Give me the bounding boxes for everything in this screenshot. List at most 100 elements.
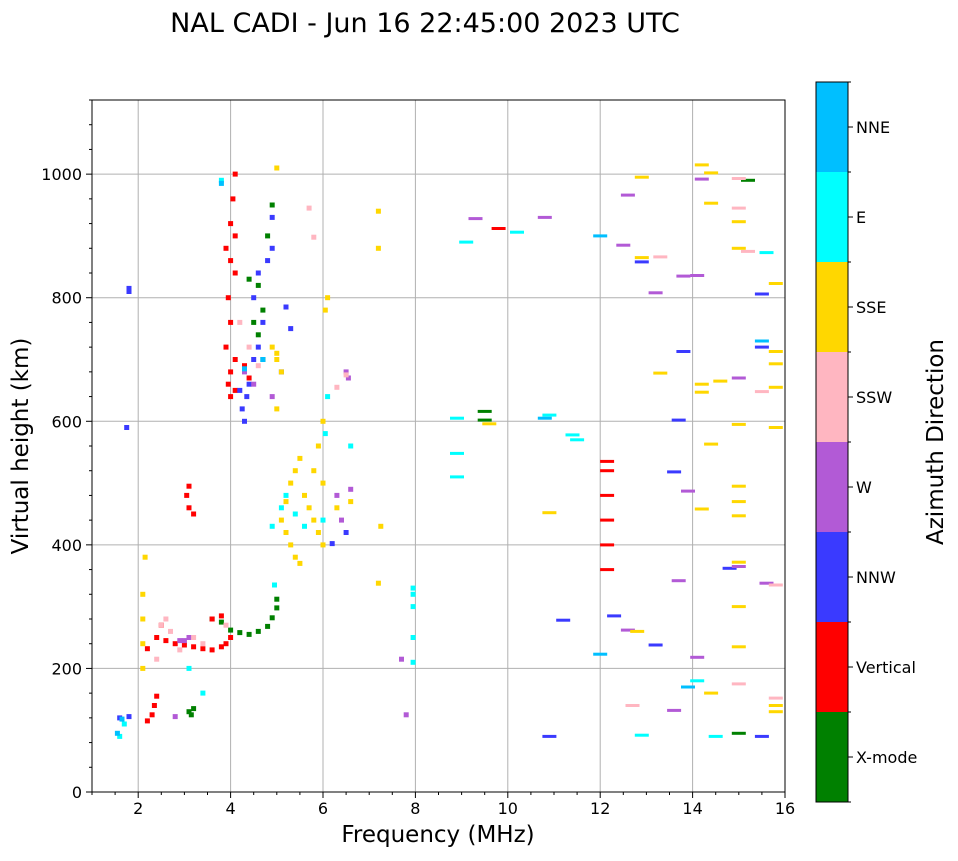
data-point: [246, 276, 252, 282]
data-point: [255, 270, 261, 276]
data-point: [200, 646, 206, 652]
data-point: [288, 542, 294, 548]
data-point: [315, 443, 321, 449]
x-tick-label: 8: [410, 799, 420, 818]
data-point: [600, 459, 615, 463]
data-point: [731, 560, 746, 564]
data-point: [191, 706, 197, 712]
data-point: [593, 652, 608, 656]
data-point: [768, 426, 783, 429]
data-point: [607, 614, 622, 618]
data-point: [348, 486, 354, 492]
data-point: [754, 390, 769, 394]
data-point: [246, 344, 252, 350]
y-axis-label: Virtual height (km): [8, 338, 34, 555]
data-point: [246, 381, 252, 387]
data-point: [149, 712, 155, 718]
data-point: [722, 566, 737, 570]
data-point: [274, 357, 280, 362]
data-point: [634, 256, 649, 260]
data-point: [255, 628, 261, 634]
data-point: [218, 644, 224, 650]
data-point: [251, 357, 257, 362]
data-point: [630, 629, 645, 633]
data-point: [119, 716, 125, 722]
data-point: [741, 249, 755, 253]
y-tick-label: 800: [51, 289, 82, 308]
data-point: [600, 518, 615, 522]
data-point: [731, 682, 746, 686]
data-point: [126, 714, 132, 720]
data-point: [223, 622, 229, 628]
data-point: [694, 507, 709, 511]
data-point: [634, 175, 649, 179]
colorbar-label: Azimuth Direction: [923, 339, 949, 545]
data-point: [334, 384, 340, 390]
data-point: [468, 217, 483, 221]
data-point: [704, 201, 719, 205]
x-tick-label: 16: [775, 799, 795, 818]
data-point: [154, 635, 160, 640]
data-point: [228, 369, 234, 375]
data-point: [329, 541, 335, 547]
data-point: [708, 734, 723, 738]
data-point: [255, 363, 261, 369]
data-point: [482, 422, 497, 426]
data-point: [274, 350, 280, 356]
data-point: [694, 177, 709, 181]
data-point: [399, 656, 404, 662]
data-point: [348, 443, 354, 449]
data-point: [255, 332, 261, 338]
y-tick-label: 400: [51, 536, 82, 555]
data-point: [117, 733, 123, 739]
data-point: [223, 641, 229, 647]
data-point: [242, 363, 247, 369]
data-point: [218, 613, 224, 619]
series-x-mode: [186, 178, 755, 735]
data-point: [704, 442, 719, 446]
data-point: [121, 721, 127, 727]
data-point: [334, 505, 340, 511]
data-point: [228, 221, 234, 227]
data-point: [325, 295, 331, 301]
data-point: [681, 489, 695, 493]
data-point: [265, 258, 271, 264]
data-point: [186, 483, 192, 489]
data-point: [272, 582, 277, 588]
data-point: [322, 431, 328, 437]
data-point: [177, 647, 183, 653]
data-point: [163, 616, 169, 622]
data-point: [593, 234, 608, 238]
data-point: [694, 382, 709, 386]
data-point: [223, 344, 229, 350]
grid-lines: [92, 100, 786, 793]
data-point: [232, 387, 238, 393]
x-axis-ticks: 2 4 6 8 10 12 14 16: [91, 792, 795, 818]
data-point: [191, 511, 197, 517]
data-point: [375, 245, 381, 251]
data-point: [676, 274, 691, 278]
data-point: [126, 289, 132, 294]
data-point: [200, 690, 206, 696]
y-axis-ticks: 0 200 400 600 800 1000: [41, 99, 92, 802]
data-point: [242, 418, 247, 424]
colorbar: X-mode Vertical NNW W SSW SSE E NNE: [815, 81, 917, 803]
data-point: [731, 731, 746, 735]
data-point: [269, 245, 275, 251]
data-point: [667, 708, 682, 712]
data-point: [269, 394, 275, 400]
data-point: [556, 618, 571, 622]
data-point: [671, 579, 686, 583]
data-point: [754, 292, 769, 296]
data-point: [140, 665, 146, 671]
data-point: [297, 560, 303, 566]
data-point: [410, 585, 416, 591]
data-point: [731, 605, 746, 609]
data-point: [648, 643, 663, 647]
data-point: [315, 530, 321, 535]
data-point: [768, 282, 783, 285]
data-point: [681, 685, 695, 689]
series-sse: [140, 163, 783, 714]
data-point: [228, 627, 234, 633]
colorbar-segment: [816, 352, 848, 442]
